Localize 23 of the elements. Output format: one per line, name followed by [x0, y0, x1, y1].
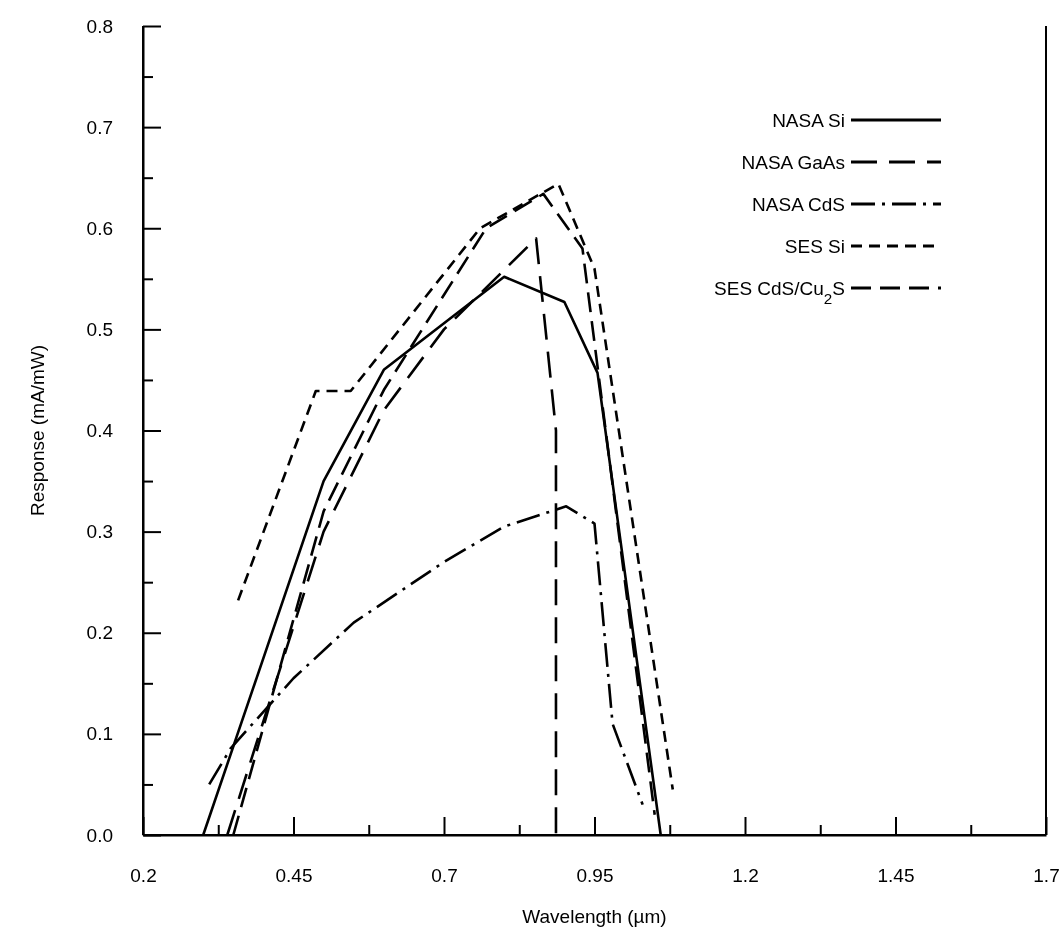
- y-tick-label: 0.2: [86, 622, 113, 644]
- y-tick-label: 0.8: [86, 15, 113, 37]
- y-tick-label: 0.6: [86, 217, 113, 239]
- x-tick-label: 1.2: [732, 865, 759, 887]
- legend-label: NASA GaAs: [741, 152, 845, 173]
- x-tick-label: 0.2: [130, 865, 157, 887]
- x-tick-label: 0.7: [431, 865, 458, 887]
- legend-label: SES Si: [784, 236, 845, 257]
- y-tick-label: 0.1: [86, 723, 113, 745]
- x-tick-label: 0.45: [275, 865, 313, 887]
- y-axis-title: Response (mA/mW): [27, 344, 48, 517]
- y-tick-label: 0.5: [86, 318, 113, 340]
- x-tick-label: 1.45: [877, 865, 915, 887]
- y-tick-label: 0.4: [86, 420, 114, 442]
- x-axis-title: Wavelength (µm): [522, 906, 667, 927]
- legend-label: NASA Si: [772, 110, 845, 131]
- legend-label: NASA CdS: [752, 194, 845, 215]
- legend-label: SES CdS/Cu$_{2}$S: [714, 278, 845, 307]
- x-tick-label: 1.7: [1033, 865, 1060, 887]
- y-tick-label: 0.7: [86, 116, 113, 138]
- x-tick-label: 0.95: [576, 865, 614, 887]
- y-tick-label: 0.3: [86, 521, 113, 543]
- y-tick-label: 0.0: [86, 824, 113, 846]
